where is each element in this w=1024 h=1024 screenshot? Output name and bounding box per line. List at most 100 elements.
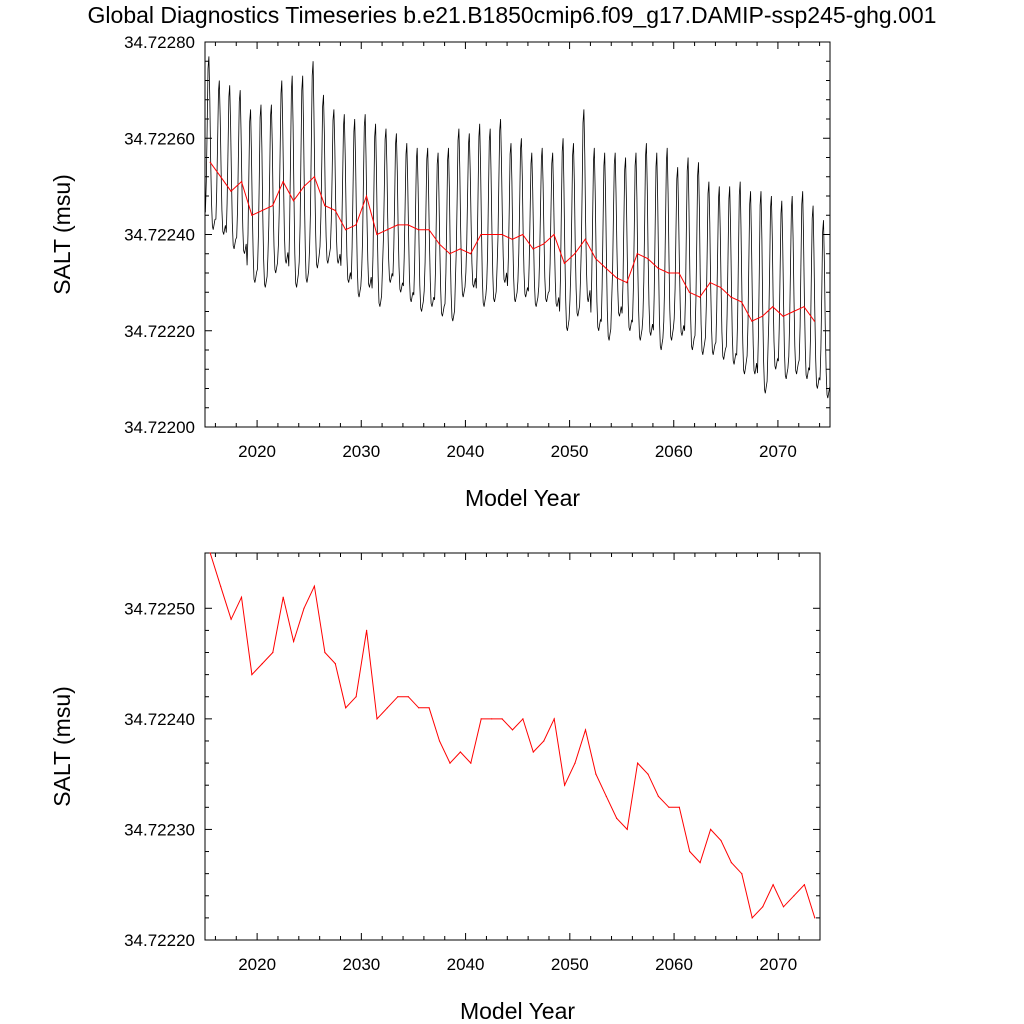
bottom-annual-point (366, 629, 368, 632)
bottom-annual-point (668, 806, 670, 808)
top-annual-point (397, 224, 399, 226)
top-annual-point (272, 205, 274, 207)
top-annual-point (813, 320, 816, 322)
top-annual-point (647, 258, 649, 260)
bottom-annual-point (470, 762, 472, 764)
top-annual-point (230, 190, 232, 192)
top-x-tick-label: 2070 (759, 442, 797, 461)
top-y-tick-label: 34.72280 (124, 33, 195, 52)
top-annual-point (407, 224, 409, 226)
top-annual-point (678, 272, 680, 274)
bottom-annual-point (449, 762, 451, 764)
top-monthly-series-line (205, 56, 830, 399)
top-x-tick-label: 2040 (447, 442, 485, 461)
bottom-y-tick-label: 34.72220 (124, 931, 195, 950)
top-annual-point (303, 185, 305, 187)
bottom-annual-point (720, 839, 722, 842)
top-y-tick-label: 34.72240 (124, 226, 195, 245)
top-x-axis-label: Model Year (465, 485, 580, 511)
top-annual-point (345, 229, 347, 231)
bottom-annual-point (334, 663, 336, 665)
bottom-annual-point (220, 585, 222, 587)
bottom-annual-point (324, 651, 326, 654)
top-annual-point (386, 229, 388, 231)
bottom-annual-series-line (209, 552, 816, 919)
bottom-annual-point (209, 552, 211, 554)
top-annual-point (740, 301, 743, 303)
top-y-tick-label: 34.72220 (124, 322, 195, 341)
bottom-annual-point (438, 740, 441, 742)
top-annual-point (667, 272, 670, 274)
top-annual-point (490, 233, 493, 236)
bottom-annual-point (418, 707, 420, 709)
bottom-annual-point (803, 884, 806, 886)
bottom-annual-point (282, 596, 284, 598)
bottom-annual-point (782, 906, 785, 908)
top-annual-point (563, 262, 566, 264)
bottom-annual-point (355, 696, 357, 698)
top-y-tick-labels: 34.72200 34.72220 34.72240 34.72260 34.72280 (124, 33, 195, 437)
top-annual-point (220, 176, 222, 178)
bottom-annual-point (710, 828, 712, 831)
top-annual-point (699, 296, 701, 298)
top-annual-point (292, 200, 295, 202)
bottom-annual-point (793, 895, 795, 897)
top-annual-point (324, 205, 326, 207)
top-annual-point (355, 224, 357, 226)
top-annual-point (615, 277, 618, 279)
bottom-annual-point (553, 718, 555, 720)
bottom-annual-point (699, 862, 701, 864)
bottom-annual-point (647, 773, 649, 775)
bottom-x-tick-label: 2040 (447, 955, 485, 974)
bottom-annual-point (261, 663, 263, 665)
bottom-annual-point (251, 674, 253, 676)
bottom-y-tick-label: 34.72230 (124, 820, 195, 839)
bottom-annual-point (230, 618, 232, 620)
bottom-annual-point (678, 806, 680, 808)
bottom-annual-point (762, 906, 764, 908)
top-annual-point (417, 229, 420, 231)
top-annual-point (365, 195, 368, 197)
top-annual-point (792, 310, 795, 313)
top-y-axis-label: SALT (msu) (49, 174, 75, 295)
top-annual-point (782, 315, 784, 317)
top-annual-point (470, 253, 472, 255)
top-annual-point (772, 306, 774, 308)
bottom-x-axis-label: Model Year (460, 998, 575, 1024)
bottom-annual-point (293, 640, 295, 643)
top-annual-point (449, 253, 451, 255)
bottom-annual-point (480, 718, 482, 720)
top-annual-point (261, 209, 263, 211)
bottom-annual-point (814, 917, 816, 919)
top-annual-point (428, 229, 430, 231)
top-x-tick-label: 2030 (342, 442, 380, 461)
bottom-annual-point (532, 751, 534, 753)
bottom-annual-point (240, 596, 243, 598)
top-annual-point (251, 214, 253, 216)
bottom-annual-point (605, 795, 607, 797)
bottom-annual-point (584, 729, 587, 731)
top-y-tick-label: 34.72200 (124, 418, 195, 437)
bottom-y-axis-label: SALT (msu) (49, 686, 75, 807)
top-annual-point (751, 320, 753, 322)
top-annual-point (209, 161, 211, 163)
bottom-axes-frame (204, 552, 821, 941)
bottom-annual-point (564, 784, 566, 786)
top-annual-point (532, 248, 534, 250)
top-y-tick-label: 34.72260 (124, 129, 195, 148)
bottom-annual-point (397, 696, 399, 698)
bottom-annual-point (626, 828, 628, 831)
bottom-annual-point (616, 817, 618, 820)
bottom-annual-point (751, 917, 753, 919)
bottom-annual-point (407, 696, 409, 698)
bottom-annual-point (501, 718, 503, 720)
bottom-y-tick-labels: 34.72220 34.72230 34.72240 34.72250 (124, 599, 195, 950)
top-annual-point (626, 282, 628, 284)
top-annual-point (605, 267, 607, 269)
bottom-x-tick-label: 2060 (655, 955, 693, 974)
top-annual-point (334, 209, 336, 211)
bottom-annual-point (574, 762, 576, 764)
bottom-annual-point (313, 585, 315, 587)
top-annual-point (761, 315, 763, 317)
